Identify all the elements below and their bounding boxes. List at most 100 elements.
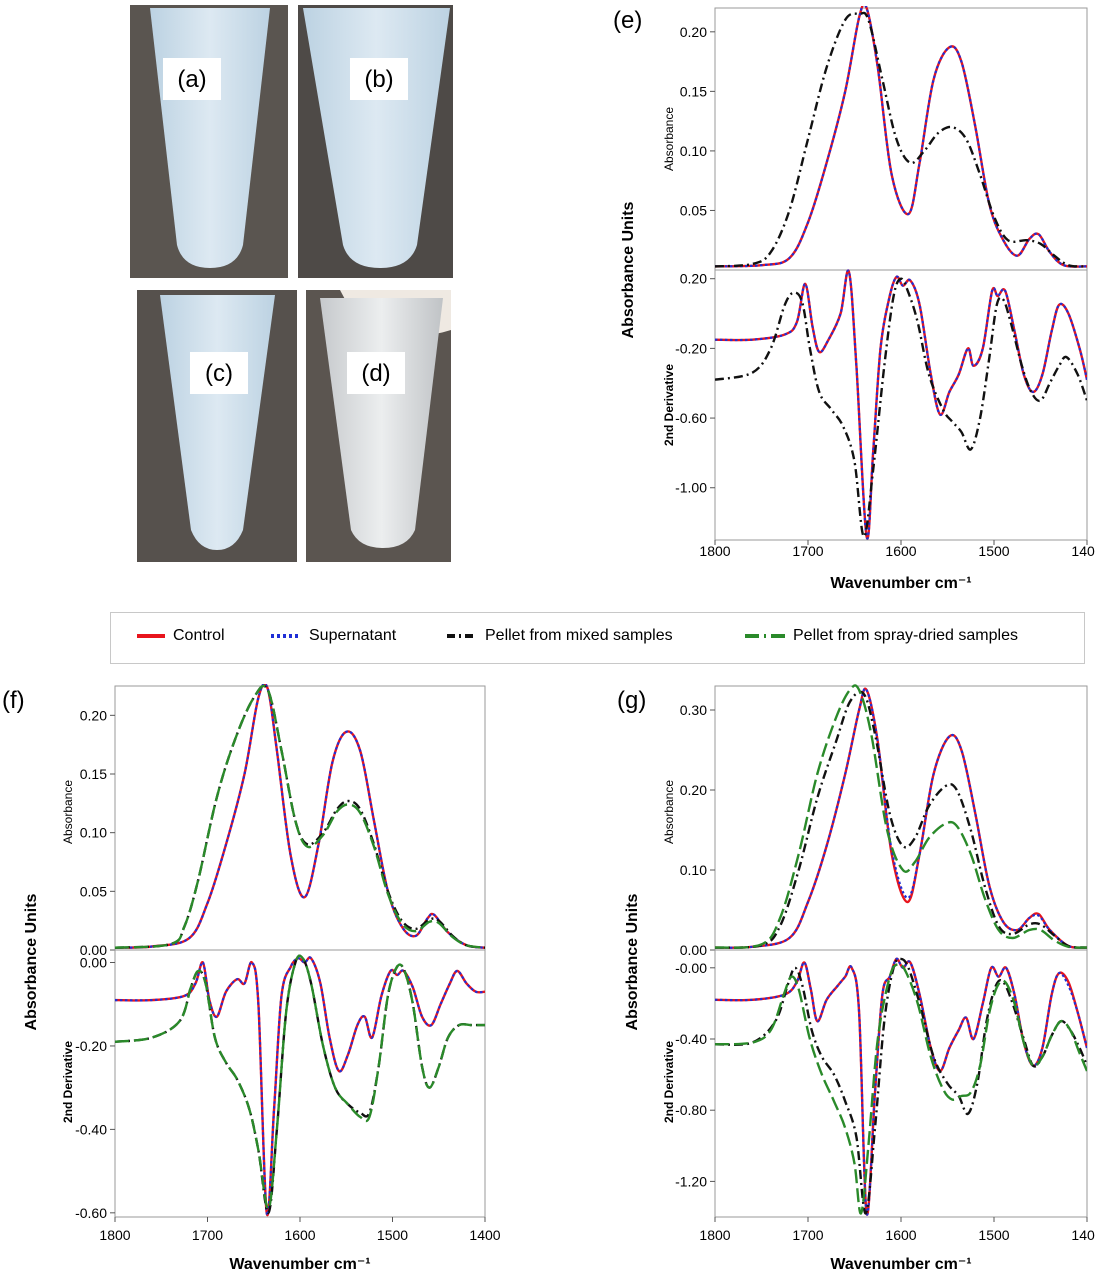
series-line-supernatant [715,6,1087,268]
bottom-subplot: 2nd Derivative 0.00 -0.20 -0.40 -0.60 [61,949,486,1221]
x-axis-title: Wavenumber cm⁻¹ [830,1256,971,1273]
legend: Control Supernatant Pellet from mixed sa… [110,612,1085,664]
panel-label: (g) [617,687,646,714]
legend-item-mixed: Pellet from mixed samples [447,627,673,645]
y-tick-label: -0.20 [75,1038,107,1054]
y-tick-label: 0.00 [680,942,707,958]
top-frame [114,685,486,951]
chart-f: (f) Absorbance Units Absorbance 0.00 0.05 0.1… [2,684,500,1273]
x-tick-label: 1500 [978,543,1009,559]
bottom-subplot-label: 2nd Derivative [662,364,676,446]
photo-d-label: (d) [361,360,390,387]
photo-a-label: (a) [177,66,206,93]
y-axis-title: Absorbance Units [620,201,637,338]
y-tick-label: 0.10 [680,862,707,878]
bottom-subplot-label: 2nd Derivative [662,1041,676,1123]
x-tick-label: 1700 [192,1227,223,1243]
y-tick-label: -0.00 [675,960,707,976]
series-line-control [715,687,1087,949]
series-line-mixed [115,954,485,1215]
y-tick-label: -1.00 [675,480,707,496]
legend-swatch-mixed [447,634,477,638]
x-tick-label: 1600 [885,543,916,559]
bottom-subplot: 2nd Derivative -0.00 -0.40 -0.80 -1.20 [662,949,1088,1218]
x-tick-label: 1400 [1071,1227,1095,1243]
series-line-supernatant [115,684,485,949]
photo-a: (a) [130,5,288,278]
series-line-spray [715,962,1087,1215]
bottom-frame [114,949,486,1218]
top-subplot-label: Absorbance [662,107,676,171]
legend-label-spray: Pellet from spray-dried samples [793,627,1018,644]
panel-label: (e) [613,7,642,34]
y-tick-label: 0.20 [680,24,707,40]
photo-a-label-box [163,58,221,100]
series-line-control [715,6,1087,268]
series-line-supernatant [715,269,1087,540]
panel-label: (f) [2,687,25,714]
legend-swatch-spray [745,634,785,638]
bottom-subplot: 2nd Derivative 0.20 -0.20 -0.60 -1.00 [662,269,1088,541]
series-line-mixed [715,11,1087,268]
y-tick-label: 0.20 [80,707,107,723]
top-subplot: Absorbance 0.00 0.10 0.20 0.30 [662,684,1088,958]
legend-label-supernatant: Supernatant [309,627,397,644]
y-tick-label: 0.20 [680,271,707,287]
y-tick-label: 0.00 [80,942,107,958]
top-frame [714,685,1088,951]
chart-e: (e) Absorbance Units Absorbance 0.05 0.10 0.1… [613,6,1095,592]
photo-c-label-box [190,352,248,394]
photo-c: (c) [137,290,297,562]
photo-d-label-box [347,352,405,394]
x-tick-label: 1700 [792,1227,823,1243]
y-tick-label: 0.20 [680,782,707,798]
y-tick-label: 0.15 [80,766,107,782]
photo-b: (b) [298,5,453,278]
y-tick-label: 0.00 [80,955,107,971]
series-line-control [715,269,1087,540]
bottom-frame [714,269,1088,541]
y-tick-label: 0.05 [680,202,707,218]
x-tick-label: 1400 [1071,543,1095,559]
y-tick-label: -0.40 [75,1121,107,1137]
y-tick-label: 0.10 [80,825,107,841]
photo-d: (d) [306,290,451,562]
top-subplot-label: Absorbance [662,780,676,844]
y-tick-label: -1.20 [675,1173,707,1189]
bottom-subplot-label: 2nd Derivative [61,1041,75,1123]
y-tick-label: 0.05 [80,883,107,899]
x-axis-title: Wavenumber cm⁻¹ [229,1256,370,1273]
series-line-spray [115,954,485,1210]
x-axis-title: Wavenumber cm⁻¹ [830,575,971,592]
series-line-mixed [115,684,485,949]
top-subplot-label: Absorbance [61,780,75,844]
y-tick-label: -0.60 [675,410,707,426]
legend-label-control: Control [173,627,225,644]
series-line-mixed [715,957,1087,1215]
y-tick-label: -0.40 [675,1031,707,1047]
x-tick-label: 1700 [792,543,823,559]
series-line-mixed [715,690,1087,949]
bottom-frame [714,949,1088,1218]
y-tick-label: -0.60 [75,1205,107,1221]
y-tick-label: 0.30 [680,702,707,718]
legend-label-mixed: Pellet from mixed samples [485,627,673,644]
top-subplot: Absorbance 0.05 0.10 0.15 0.20 [662,6,1088,271]
x-tick-label: 1600 [284,1227,315,1243]
x-tick-label: 1800 [699,543,730,559]
top-subplot: Absorbance 0.00 0.05 0.10 0.15 0.20 [61,684,486,958]
photo-grid: (a) (b) (c) (d) [130,5,453,562]
top-frame [714,7,1088,271]
series-line-spray [115,684,485,949]
x-tick-label: 1500 [978,1227,1009,1243]
legend-item-supernatant: Supernatant [271,627,396,645]
x-tick-label: 1500 [377,1227,408,1243]
photo-b-label: (b) [364,66,393,93]
chart-g: (g) Absorbance Units Absorbance 0.00 0.10 0.2… [617,684,1095,1273]
y-axis-title: Absorbance Units [23,893,40,1030]
series-line-supernatant [115,956,485,1217]
photo-c-label: (c) [205,360,233,387]
series-line-supernatant [715,687,1087,949]
series-line-supernatant [715,957,1087,1216]
